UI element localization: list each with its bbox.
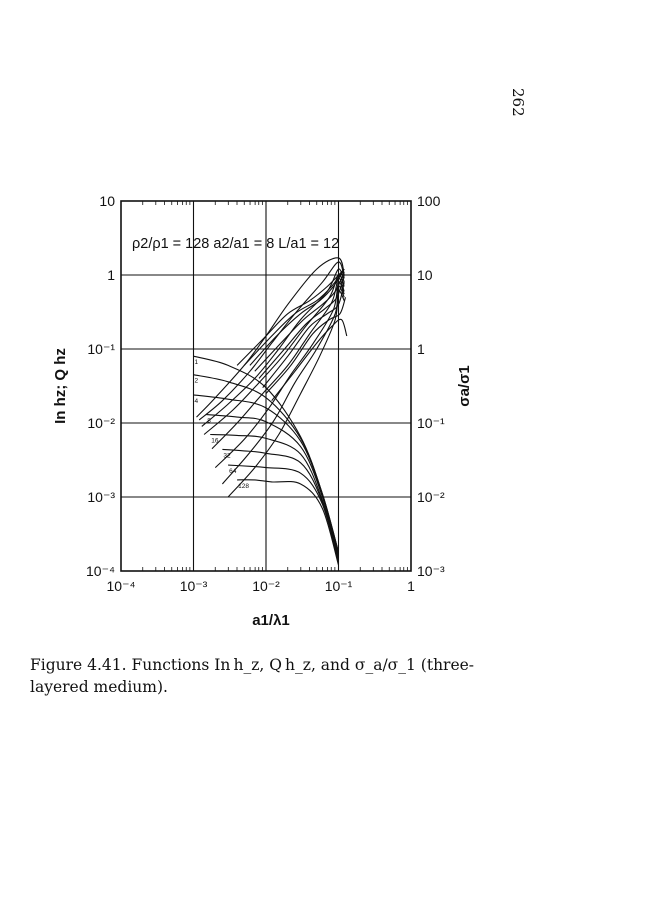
x-tick-label: 10⁻² <box>252 578 280 594</box>
x-axis-title: a1/λ1 <box>252 612 290 629</box>
curve--a-1-16 <box>258 274 345 379</box>
x-tick-label: 10⁻¹ <box>325 578 353 594</box>
x-tick-label: 1 <box>407 578 415 594</box>
curve-q-hz-128 <box>227 290 345 498</box>
curve-label-64: 64 <box>229 468 237 475</box>
x-tick-label: 10⁻⁴ <box>107 578 136 594</box>
y-tick-label-right: 10⁻³ <box>417 563 445 579</box>
curve-labels-layer: 1 2 4 8 16 32 64 128 <box>195 359 250 490</box>
curve--a-1-128 <box>271 318 348 402</box>
y-tick-label-left: 1 <box>107 267 115 283</box>
curve--a-1-64 <box>265 297 347 394</box>
curve-q-hz-2 <box>198 261 345 421</box>
caption-text: Functions In h_z, Q h_z, and σ_a/σ_1 (th… <box>30 656 475 696</box>
curve--a-1-2 <box>243 268 345 366</box>
y-tick-label-right: 10 <box>417 267 433 283</box>
y-tick-label-left: 10⁻¹ <box>87 341 115 357</box>
parameter-annotation: ρ2/ρ1 = 128 a2/a1 = 8 L/a1 = 12 <box>132 236 339 252</box>
curve-q-hz-1 <box>196 257 345 418</box>
curve-in-hz-8 <box>206 414 340 557</box>
curve--a-1-32 <box>262 282 345 389</box>
y-tick-label-right: 10⁻² <box>417 489 445 505</box>
curve-label-32: 32 <box>223 452 231 459</box>
y-tick-label-right: 10⁻¹ <box>417 415 445 431</box>
curve-in-hz-64 <box>228 464 340 563</box>
y-tick-label-left: 10⁻² <box>87 415 115 431</box>
curve-label-2: 2 <box>195 378 199 385</box>
curve-in-hz-32 <box>222 448 340 561</box>
curve-label-8: 8 <box>207 418 211 425</box>
y-tick-label-right: 1 <box>417 341 425 357</box>
curve-in-hz-128 <box>237 479 340 566</box>
plot-frame <box>120 200 412 572</box>
curve-label-4: 4 <box>195 398 199 405</box>
curves-layer <box>193 257 348 566</box>
curve--a-1-8 <box>254 271 345 372</box>
x-tick-label: 10⁻³ <box>180 578 208 594</box>
y-tick-label-left: 10⁻⁴ <box>86 563 115 579</box>
curve-q-hz-32 <box>214 281 345 468</box>
tick-labels-layer: 10⁻⁴ 10⁻³ 10⁻² 10⁻¹ 1 10⁻⁴ 10⁻³ 10⁻³ 10⁻² 10⁻² 10⁻… <box>86 193 445 594</box>
y-axis-title-right: σa/σ1 <box>456 365 473 406</box>
y-axis-title-left: In hz; Q hz <box>52 348 69 424</box>
figure-caption: Figure 4.41. Functions In h_z, Q h_z, an… <box>30 654 510 698</box>
y-tick-label-right: 100 <box>417 193 441 209</box>
curve-q-hz-64 <box>221 285 345 485</box>
y-tick-label-left: 10 <box>99 193 115 209</box>
curve-label-16: 16 <box>211 437 219 444</box>
grid-layer <box>121 201 411 571</box>
caption-prefix: Figure 4.41. <box>30 656 127 674</box>
curve-label-1: 1 <box>195 359 199 366</box>
curve--a-1-1 <box>236 268 345 366</box>
curve-label-128: 128 <box>238 483 249 490</box>
y-tick-label-left: 10⁻³ <box>87 489 115 505</box>
curve--a-1-4 <box>249 268 345 366</box>
